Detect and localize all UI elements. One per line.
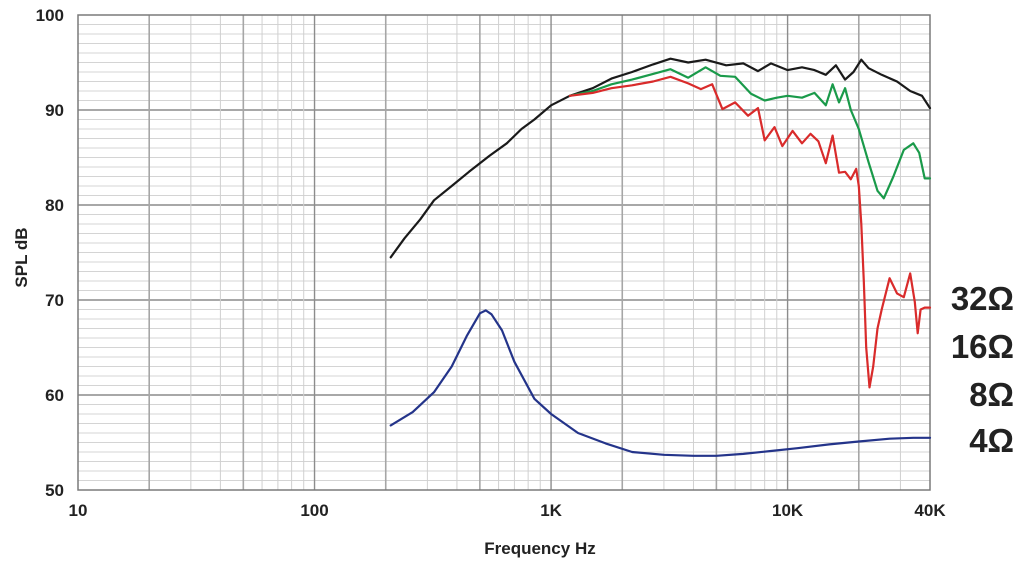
- y-tick-label: 70: [45, 291, 64, 310]
- y-tick-label: 80: [45, 196, 64, 215]
- y-tick-label: 60: [45, 386, 64, 405]
- x-tick-label: 40K: [914, 501, 946, 520]
- x-tick-label: 1K: [540, 501, 562, 520]
- x-tick-label: 10: [69, 501, 88, 520]
- x-axis-ticks: 10 100 1K 10K 40K: [69, 501, 947, 520]
- plot-frame: [77, 14, 931, 491]
- y-tick-label: 50: [45, 481, 64, 500]
- series-line-3: [568, 75, 932, 389]
- legend-entry: 8Ω: [969, 376, 1014, 413]
- x-tick-label: 10K: [772, 501, 804, 520]
- y-axis-ticks: 50 60 70 80 90 100: [36, 6, 64, 500]
- y-tick-label: 90: [45, 101, 64, 120]
- legend-entry: 32Ω: [951, 280, 1014, 317]
- legend: 32Ω 16Ω 8Ω 4Ω: [951, 280, 1014, 459]
- legend-entry: 4Ω: [969, 422, 1014, 459]
- grid: [78, 15, 930, 490]
- y-tick-label: 100: [36, 6, 64, 25]
- series-line-4: [389, 309, 932, 457]
- x-tick-label: 100: [300, 501, 328, 520]
- x-axis-label: Frequency Hz: [484, 539, 595, 558]
- y-axis-label: SPL dB: [12, 227, 31, 287]
- series-line-2: [568, 66, 932, 200]
- series-layer: [389, 57, 932, 457]
- legend-entry: 16Ω: [951, 328, 1014, 365]
- series-line-1: [389, 57, 932, 259]
